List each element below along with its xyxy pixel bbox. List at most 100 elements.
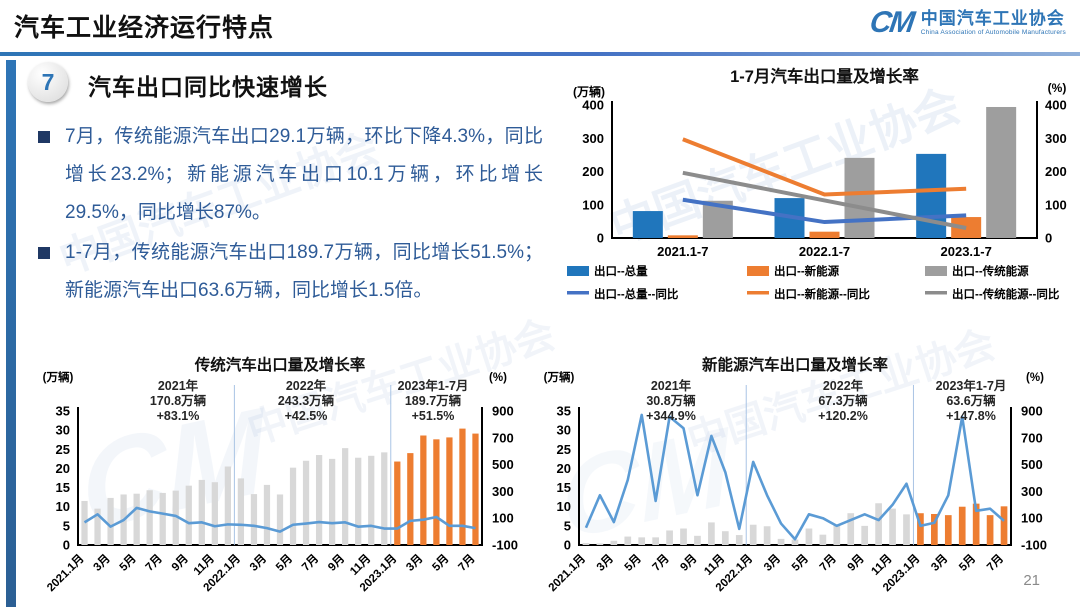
svg-text:35: 35 bbox=[56, 404, 70, 419]
month-bar bbox=[107, 497, 114, 545]
page-title: 汽车工业经济运行特点 bbox=[14, 14, 275, 42]
month-bar bbox=[381, 452, 388, 545]
svg-text:30: 30 bbox=[557, 423, 571, 438]
svg-text:5月: 5月 bbox=[622, 552, 644, 574]
svg-text:出口--新能源--同比: 出口--新能源--同比 bbox=[774, 287, 870, 301]
month-bar bbox=[133, 493, 140, 545]
svg-text:300: 300 bbox=[1045, 131, 1067, 146]
month-bar bbox=[708, 522, 715, 545]
chart-title: 1-7月汽车出口量及增长率 bbox=[730, 66, 919, 86]
month-bar bbox=[847, 513, 855, 545]
month-bar bbox=[250, 494, 258, 545]
svg-text:700: 700 bbox=[492, 430, 514, 445]
bar-出口--传统能源 bbox=[844, 157, 875, 238]
bullet-text: 1-7月，传统能源汽车出口189.7万辆，同比增长51.5%；新能源汽车出口63… bbox=[65, 242, 543, 301]
annotation: +83.1% bbox=[157, 409, 200, 423]
svg-text:9月: 9月 bbox=[325, 552, 347, 574]
month-bar bbox=[472, 433, 479, 545]
svg-text:100: 100 bbox=[1045, 197, 1067, 212]
svg-text:5: 5 bbox=[63, 518, 70, 533]
month-bar bbox=[237, 478, 245, 545]
annotation: 2021年 bbox=[158, 378, 199, 393]
svg-text:200: 200 bbox=[582, 164, 604, 179]
svg-text:出口--总量--同比: 出口--总量--同比 bbox=[594, 287, 679, 301]
month-bar bbox=[652, 537, 659, 545]
month-bar bbox=[735, 535, 743, 545]
caam-logo-cn: 中国汽车工业协会 bbox=[920, 9, 1065, 29]
month-bar bbox=[159, 492, 166, 545]
annotation: 67.3万辆 bbox=[818, 393, 868, 408]
svg-text:11月: 11月 bbox=[702, 552, 728, 578]
month-bar bbox=[875, 503, 882, 545]
left-accent-bar bbox=[6, 60, 16, 607]
svg-text:7月: 7月 bbox=[817, 552, 839, 574]
caam-logo-icon: CM bbox=[867, 6, 916, 39]
chart-title: 新能源汽车出口量及增长率 bbox=[702, 355, 889, 374]
svg-text:15: 15 bbox=[56, 480, 70, 495]
month-bar bbox=[276, 494, 284, 545]
svg-text:0: 0 bbox=[1045, 231, 1052, 246]
bullet-square-icon bbox=[38, 247, 50, 259]
svg-text:(%): (%) bbox=[1026, 372, 1044, 384]
svg-text:(万辆): (万辆) bbox=[544, 370, 575, 384]
month-bar bbox=[610, 540, 618, 545]
month-bar bbox=[329, 458, 336, 545]
svg-text:500: 500 bbox=[492, 457, 514, 472]
svg-text:2023.1-7: 2023.1-7 bbox=[941, 244, 992, 259]
month-bar bbox=[263, 484, 271, 545]
annotation: +42.5% bbox=[285, 409, 328, 423]
bullet-list: 7月，传统能源汽车出口29.1万辆，环比下降4.3%，同比增长23.2%；新能源… bbox=[38, 118, 543, 310]
annotation: +120.2% bbox=[818, 409, 868, 423]
svg-text:0: 0 bbox=[564, 538, 571, 553]
svg-text:5月: 5月 bbox=[789, 552, 811, 574]
page-number: 21 bbox=[1023, 572, 1040, 589]
month-bar bbox=[582, 543, 590, 545]
svg-text:(万辆): (万辆) bbox=[573, 84, 605, 99]
annotation: +147.8% bbox=[946, 409, 996, 423]
svg-text:3月: 3月 bbox=[91, 552, 113, 574]
svg-text:(%): (%) bbox=[1048, 81, 1067, 95]
svg-text:7月: 7月 bbox=[650, 552, 672, 574]
svg-text:9月: 9月 bbox=[169, 552, 191, 574]
month-bar bbox=[342, 448, 349, 545]
caam-logo-en: China Association of Automobile Manufact… bbox=[920, 28, 1066, 36]
svg-text:3月: 3月 bbox=[404, 552, 426, 574]
month-bar bbox=[666, 530, 673, 545]
annotation: 2023年1-7月 bbox=[398, 378, 469, 393]
header-divider bbox=[0, 52, 1080, 56]
month-bar bbox=[931, 513, 938, 545]
svg-text:100: 100 bbox=[492, 511, 514, 526]
svg-text:0: 0 bbox=[63, 538, 70, 553]
annotation: 189.7万辆 bbox=[405, 393, 462, 408]
svg-text:900: 900 bbox=[1021, 404, 1043, 419]
svg-text:300: 300 bbox=[492, 484, 514, 499]
month-bar bbox=[596, 543, 604, 545]
svg-text:3月: 3月 bbox=[594, 552, 616, 574]
growth-line bbox=[584, 413, 1005, 541]
month-bar bbox=[355, 457, 362, 545]
month-bar bbox=[791, 539, 799, 545]
month-bar bbox=[94, 508, 101, 545]
month-bar bbox=[805, 528, 813, 545]
month-bar bbox=[833, 524, 841, 545]
month-bar bbox=[198, 479, 205, 545]
bar-出口--新能源 bbox=[667, 235, 698, 238]
svg-text:2021.1月: 2021.1月 bbox=[44, 552, 86, 594]
svg-text:出口--总量: 出口--总量 bbox=[594, 264, 648, 278]
svg-text:25: 25 bbox=[557, 442, 571, 457]
svg-text:200: 200 bbox=[1045, 164, 1067, 179]
svg-text:5: 5 bbox=[564, 518, 571, 533]
month-bar bbox=[446, 437, 453, 545]
svg-text:15: 15 bbox=[557, 480, 571, 495]
svg-text:900: 900 bbox=[492, 404, 514, 419]
svg-text:-100: -100 bbox=[1021, 538, 1047, 553]
svg-text:10: 10 bbox=[557, 499, 571, 514]
annotation: +344.9% bbox=[646, 409, 696, 423]
annotation: +51.5% bbox=[412, 409, 455, 423]
month-bar bbox=[986, 515, 994, 545]
svg-text:(%): (%) bbox=[489, 372, 507, 384]
month-bar bbox=[315, 455, 323, 545]
svg-text:100: 100 bbox=[1021, 511, 1043, 526]
month-bar bbox=[944, 515, 952, 545]
svg-text:7月: 7月 bbox=[299, 552, 321, 574]
